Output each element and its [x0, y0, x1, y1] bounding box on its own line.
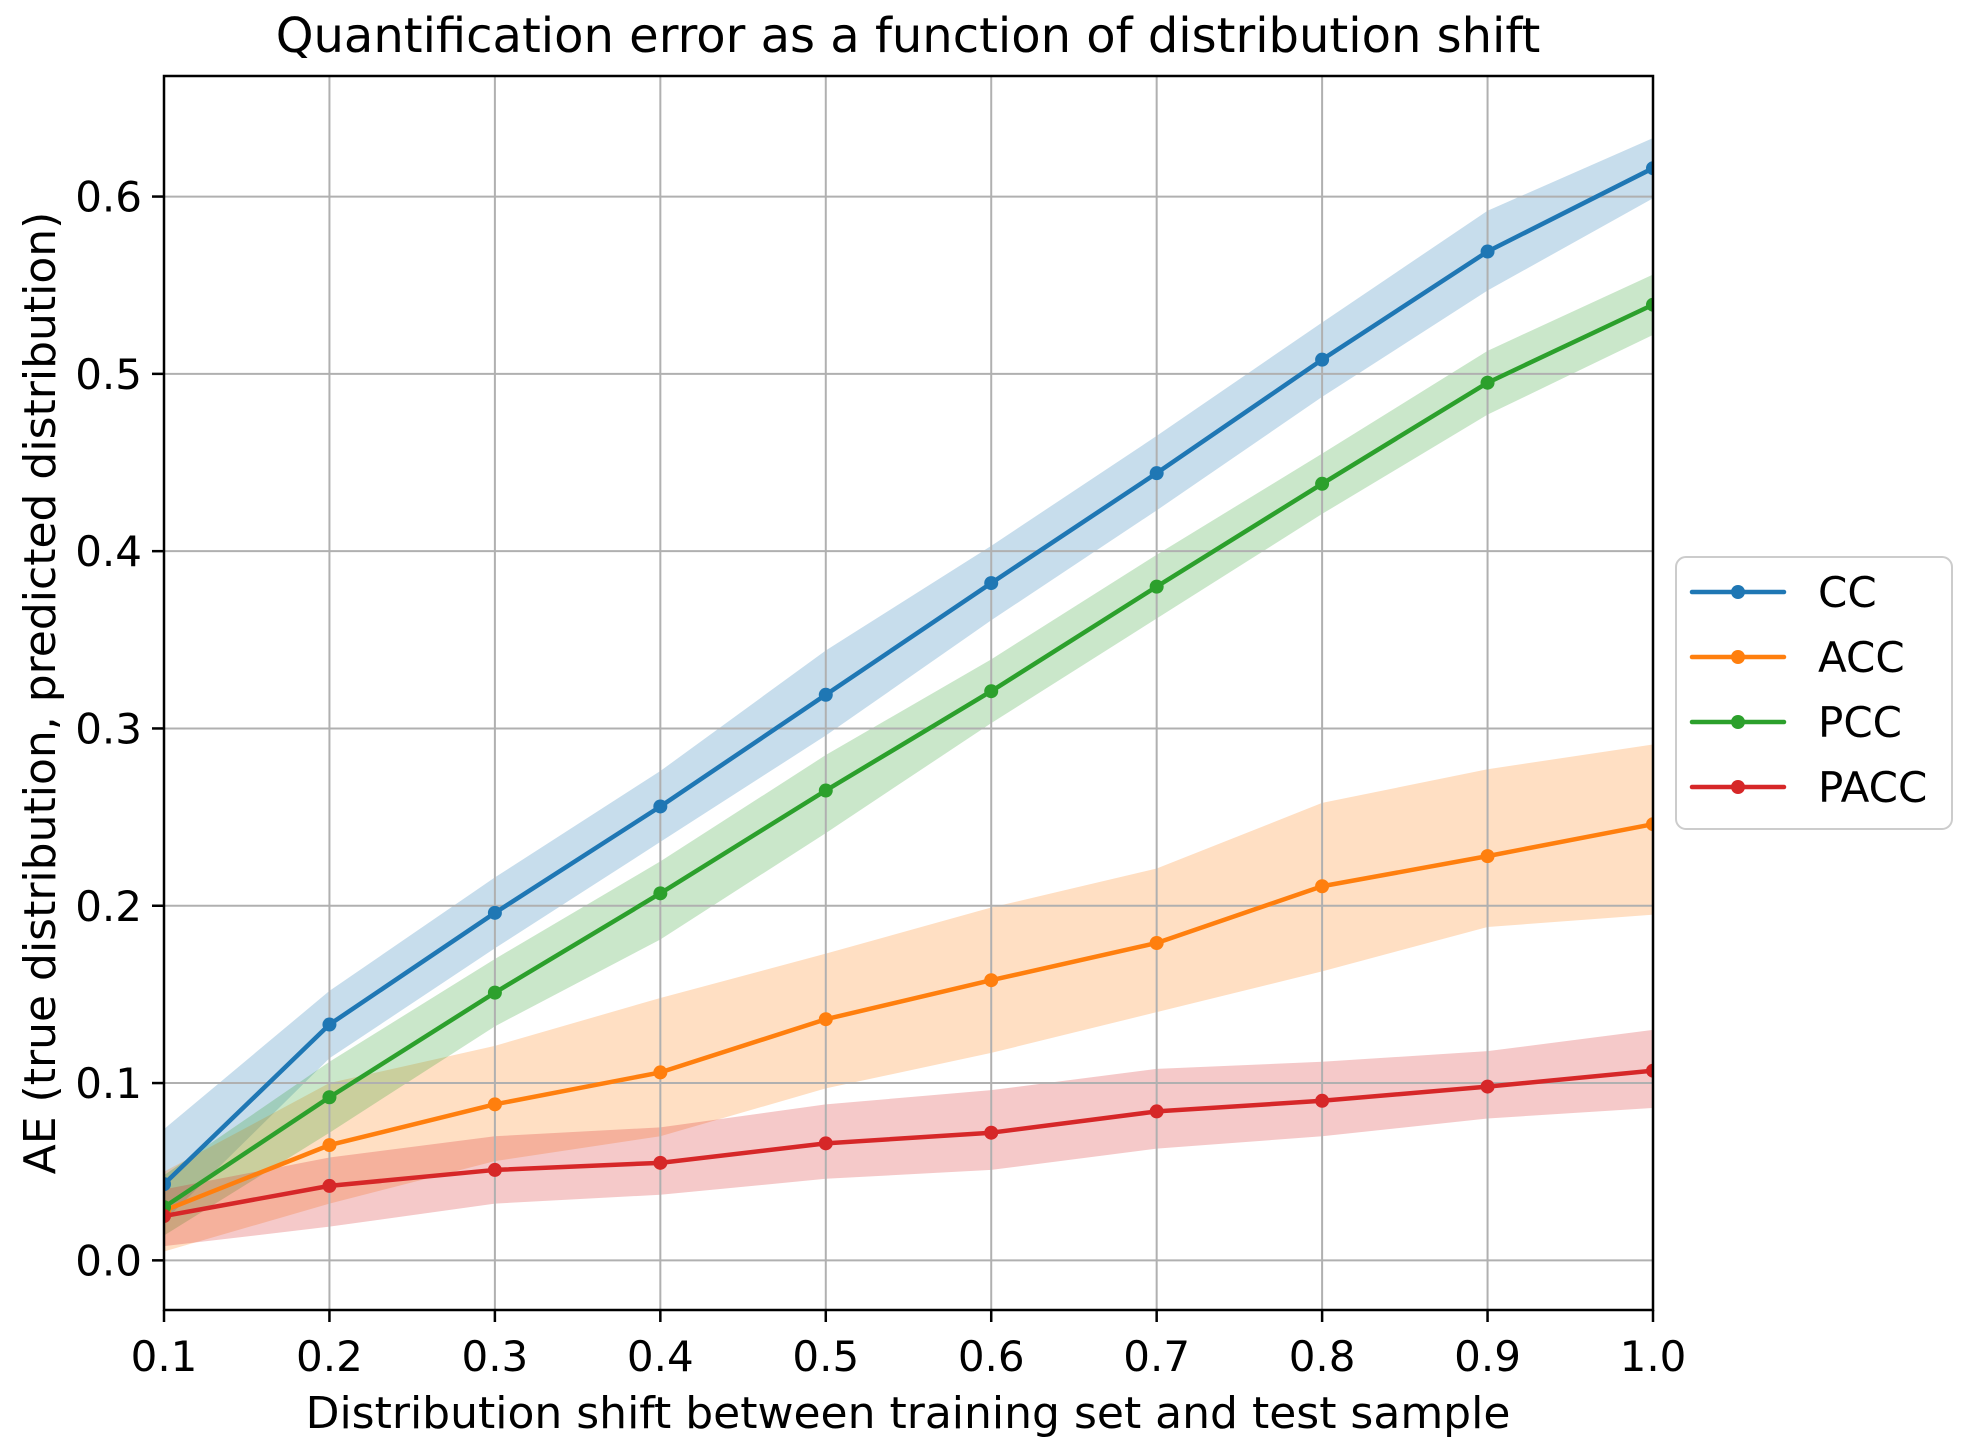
- legend-marker: [1731, 650, 1745, 664]
- PACC-data-point: [818, 1136, 833, 1151]
- axis-ticks-layer: [152, 195, 1655, 1322]
- x-tick-label: 0.5: [792, 1332, 859, 1381]
- y-tick-label: 0.2: [75, 882, 142, 931]
- legend-entry-ACC: ACC: [1689, 633, 1905, 682]
- x-tick-label: 0.9: [1454, 1332, 1521, 1381]
- ACC-data-point: [1149, 935, 1164, 950]
- PACC-data-point: [487, 1162, 502, 1177]
- PCC-data-point: [1646, 297, 1653, 312]
- legend-entry-PACC: PACC: [1689, 763, 1927, 812]
- legend-entry-CC: CC: [1689, 568, 1877, 617]
- x-tick-label: 0.3: [461, 1332, 528, 1381]
- y-tick-label: 0.0: [75, 1236, 142, 1285]
- CC-data-point: [322, 1017, 337, 1032]
- ACC-data-point: [322, 1138, 337, 1153]
- PCC-data-point: [1315, 476, 1330, 491]
- ACC-data-point: [1480, 849, 1495, 864]
- y-tick-label: 0.5: [75, 350, 142, 399]
- CC-data-point: [487, 905, 502, 920]
- PCC-data-point: [487, 985, 502, 1000]
- legend-label: PCC: [1818, 698, 1902, 747]
- ACC-line: [164, 821, 1653, 1213]
- PACC-data-point: [653, 1155, 668, 1170]
- x-axis-label: Distribution shift between training set …: [306, 1388, 1511, 1439]
- y-axis-label: AE (true distribution, predicted distrib…: [15, 212, 66, 1175]
- x-tick-label: 0.7: [1123, 1332, 1190, 1381]
- PACC-data-point: [322, 1178, 337, 1193]
- CC-data-point: [818, 687, 833, 702]
- CC-data-point: [1480, 244, 1495, 259]
- tick-labels-layer: 0.1 0.2 0.3 0.4 0.5 0.6 0.7 0.8 0.9 1.0 0.0 0.1 0.2 0…: [75, 173, 1686, 1381]
- CC-data-point: [1315, 352, 1330, 367]
- CC-data-point: [984, 576, 999, 591]
- x-tick-label: 0.2: [296, 1332, 363, 1381]
- x-tick-label: 0.4: [627, 1332, 694, 1381]
- PCC-data-point: [653, 886, 668, 901]
- legend-marker: [1731, 585, 1745, 599]
- legend-marker: [1731, 715, 1745, 729]
- legend-marker: [1731, 780, 1745, 794]
- y-tick-label: 0.4: [75, 527, 142, 576]
- PCC-data-point: [818, 783, 833, 798]
- x-tick-label: 0.8: [1289, 1332, 1356, 1381]
- PCC-line: [164, 302, 1653, 1210]
- PACC-data-point: [1149, 1104, 1164, 1119]
- ACC-data-point: [487, 1097, 502, 1112]
- ACC-data-point: [984, 973, 999, 988]
- PACC-data-point: [1646, 1063, 1653, 1078]
- PCC-data-point: [1480, 375, 1495, 390]
- CC-confidence-band: [164, 138, 1653, 1222]
- CC-data-point: [164, 1177, 171, 1192]
- PCC-confidence-band: [164, 274, 1653, 1236]
- PACC-data-point: [164, 1209, 171, 1224]
- y-tick-label: 0.1: [75, 1059, 142, 1108]
- ACC-data-point: [1315, 879, 1330, 894]
- CC-line: [164, 165, 1653, 1187]
- legend-label: ACC: [1818, 633, 1905, 682]
- x-tick-label: 0.1: [131, 1332, 198, 1381]
- plot-border: [162, 74, 1655, 1312]
- x-tick-label: 0.6: [958, 1332, 1025, 1381]
- CC-data-point: [1149, 466, 1164, 481]
- ACC-data-point: [653, 1065, 668, 1080]
- CC-data-point: [653, 799, 668, 814]
- PCC-data-point: [1149, 579, 1164, 594]
- PACC-data-point: [984, 1125, 999, 1140]
- PACC-data-point: [1315, 1093, 1330, 1108]
- PACC-data-point: [1480, 1079, 1495, 1094]
- x-tick-label: 1.0: [1620, 1332, 1687, 1381]
- legend-label: PACC: [1818, 763, 1927, 812]
- PCC-data-point: [322, 1090, 337, 1105]
- legend-box: [1675, 556, 1953, 830]
- legend-label: CC: [1818, 568, 1877, 617]
- y-tick-label: 0.3: [75, 704, 142, 753]
- series-lines-layer: [164, 161, 1653, 1224]
- PCC-data-point: [984, 684, 999, 699]
- ACC-data-point: [818, 1012, 833, 1027]
- CC-data-point: [1646, 161, 1653, 176]
- legend: CC ACC PCC PACC: [1675, 556, 1953, 830]
- chart-title: Quantification error as a function of di…: [276, 8, 1541, 64]
- ACC-data-point: [1646, 817, 1653, 832]
- y-tick-label: 0.6: [75, 173, 142, 222]
- PACC-line: [164, 1068, 1653, 1219]
- legend-entry-PCC: PCC: [1689, 698, 1902, 747]
- plot-background: [164, 76, 1653, 1310]
